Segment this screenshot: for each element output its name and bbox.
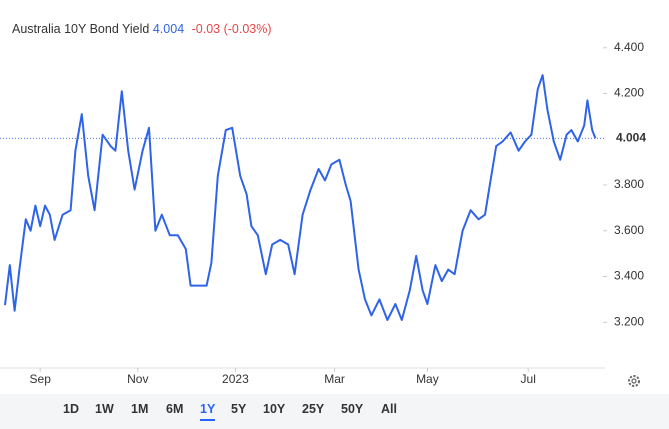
y-tick-label: 3.600 [614, 223, 644, 237]
header: Australia 10Y Bond Yield 4.004 -0.03 (-0… [12, 22, 272, 36]
chart: 3.200 3.400 3.600 3.800 4.200 4.400 Sep Nov 2023… [0, 39, 657, 387]
x-tick-label: Mar [324, 372, 345, 386]
price: 4.004 [152, 22, 185, 36]
x-tick-label: Sep [30, 372, 52, 386]
settings-icon[interactable] [628, 375, 640, 387]
price-line [4, 74, 597, 321]
range-button[interactable]: 25Y [302, 402, 325, 416]
range-button[interactable]: 6M [166, 402, 184, 416]
y-tick-label: 3.800 [614, 177, 644, 191]
x-tick-label: Jul [521, 372, 536, 386]
title: Australia 10Y Bond Yield [12, 22, 150, 36]
range-bar: 1D 1W 1M 6M 1Y 5Y 10Y 25Y 50Y All [0, 394, 669, 429]
range-button[interactable]: 50Y [341, 402, 364, 416]
range-button[interactable]: 1D [63, 402, 79, 416]
gear-outer [628, 375, 640, 387]
last-value-box [607, 128, 657, 149]
range-button[interactable]: All [381, 402, 397, 416]
x-tick-label: Nov [127, 372, 148, 386]
y-tick-label: 3.200 [614, 314, 644, 328]
y-tick-label: 3.400 [614, 269, 644, 283]
range-button[interactable]: 1W [95, 402, 114, 416]
change: -0.03 (-0.03%) [191, 22, 272, 36]
x-tick-label: 2023 [222, 372, 249, 386]
y-tick-label: 4.200 [614, 86, 644, 100]
range-button[interactable]: 1M [131, 402, 149, 416]
range-button[interactable]: 5Y [231, 402, 247, 416]
range-button[interactable]: 10Y [263, 402, 286, 416]
y-tick-label: 4.400 [614, 40, 644, 54]
gear-inner [631, 378, 637, 384]
x-tick-label: May [416, 372, 439, 386]
range-button[interactable]: 1Y [200, 402, 216, 421]
last-value-label: 4.004 [616, 131, 646, 145]
